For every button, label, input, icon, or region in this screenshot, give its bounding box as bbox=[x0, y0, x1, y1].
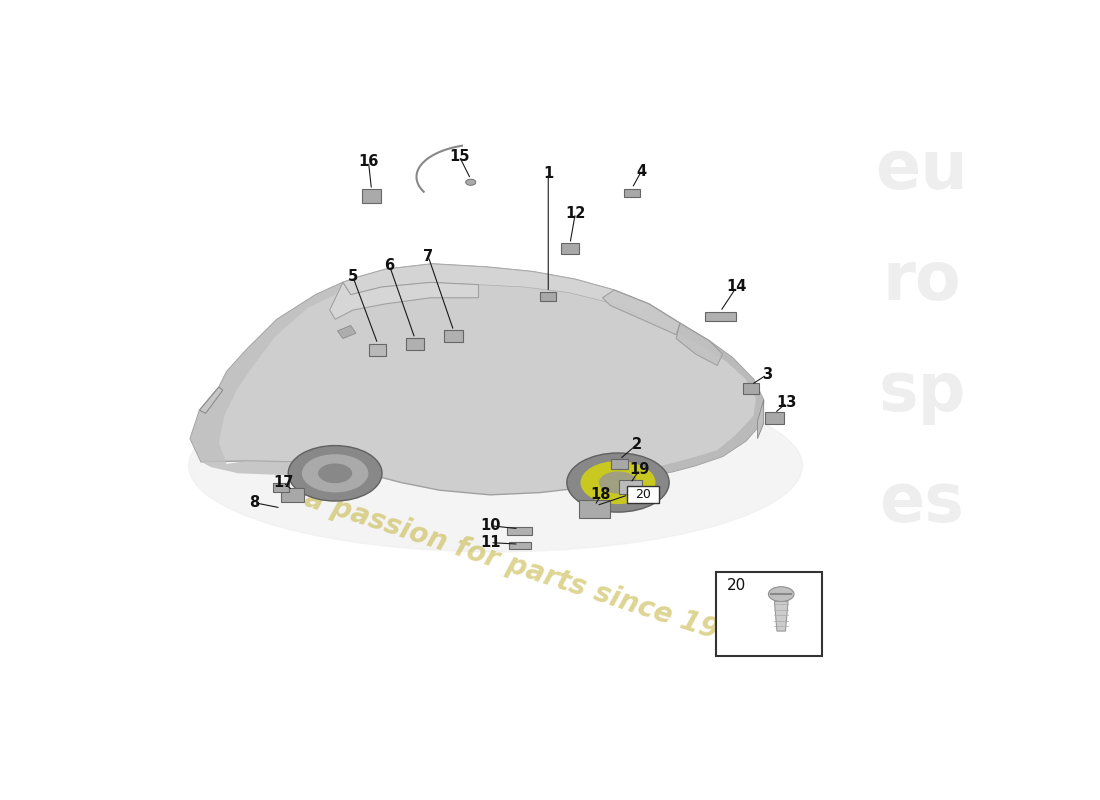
Text: 1: 1 bbox=[543, 166, 553, 181]
Text: 17: 17 bbox=[273, 475, 294, 490]
Text: 15: 15 bbox=[449, 149, 470, 163]
Text: 19: 19 bbox=[629, 462, 650, 477]
Ellipse shape bbox=[301, 454, 368, 492]
Text: 16: 16 bbox=[359, 154, 378, 169]
Polygon shape bbox=[676, 323, 723, 366]
Text: 18: 18 bbox=[591, 487, 612, 502]
FancyBboxPatch shape bbox=[540, 292, 557, 301]
Ellipse shape bbox=[465, 179, 476, 186]
Ellipse shape bbox=[566, 453, 669, 512]
Polygon shape bbox=[190, 264, 763, 495]
Ellipse shape bbox=[288, 446, 382, 501]
Text: es: es bbox=[879, 470, 965, 535]
FancyBboxPatch shape bbox=[406, 338, 425, 350]
Polygon shape bbox=[634, 323, 763, 479]
FancyBboxPatch shape bbox=[618, 480, 642, 494]
Text: 8: 8 bbox=[249, 495, 258, 510]
FancyBboxPatch shape bbox=[362, 190, 381, 203]
Text: ro: ro bbox=[882, 248, 961, 314]
Text: 11: 11 bbox=[480, 535, 501, 550]
FancyBboxPatch shape bbox=[561, 243, 580, 254]
FancyBboxPatch shape bbox=[444, 330, 463, 342]
FancyBboxPatch shape bbox=[508, 542, 530, 550]
Ellipse shape bbox=[769, 586, 794, 602]
Text: 2: 2 bbox=[632, 437, 642, 451]
Text: 10: 10 bbox=[480, 518, 501, 533]
Text: eu: eu bbox=[876, 137, 968, 203]
FancyBboxPatch shape bbox=[273, 482, 288, 492]
Text: 6: 6 bbox=[384, 258, 395, 273]
Polygon shape bbox=[774, 602, 788, 631]
Text: 7: 7 bbox=[424, 249, 433, 264]
Text: 13: 13 bbox=[777, 395, 797, 410]
Polygon shape bbox=[190, 282, 366, 481]
FancyBboxPatch shape bbox=[744, 383, 759, 394]
FancyBboxPatch shape bbox=[580, 500, 611, 518]
FancyBboxPatch shape bbox=[627, 486, 659, 503]
Text: a passion for parts since 1985: a passion for parts since 1985 bbox=[301, 484, 758, 657]
Polygon shape bbox=[758, 400, 763, 438]
Ellipse shape bbox=[318, 463, 352, 483]
FancyBboxPatch shape bbox=[766, 412, 784, 424]
Polygon shape bbox=[199, 387, 222, 414]
Text: 4: 4 bbox=[636, 164, 647, 179]
FancyBboxPatch shape bbox=[370, 344, 386, 356]
Polygon shape bbox=[338, 326, 356, 338]
Text: 12: 12 bbox=[565, 206, 585, 221]
Text: 20: 20 bbox=[727, 578, 747, 594]
Text: 14: 14 bbox=[726, 279, 747, 294]
FancyBboxPatch shape bbox=[716, 571, 822, 656]
Text: 3: 3 bbox=[761, 367, 772, 382]
FancyBboxPatch shape bbox=[507, 527, 532, 534]
FancyBboxPatch shape bbox=[610, 459, 628, 470]
Polygon shape bbox=[603, 290, 680, 334]
FancyBboxPatch shape bbox=[705, 312, 736, 321]
Text: sp: sp bbox=[878, 358, 966, 425]
Ellipse shape bbox=[581, 461, 656, 504]
FancyBboxPatch shape bbox=[280, 488, 305, 502]
Text: 5: 5 bbox=[348, 270, 359, 285]
Ellipse shape bbox=[598, 471, 637, 494]
Polygon shape bbox=[343, 264, 649, 315]
Ellipse shape bbox=[189, 379, 803, 552]
FancyBboxPatch shape bbox=[624, 189, 640, 198]
Polygon shape bbox=[330, 282, 478, 319]
Text: 20: 20 bbox=[635, 488, 651, 502]
